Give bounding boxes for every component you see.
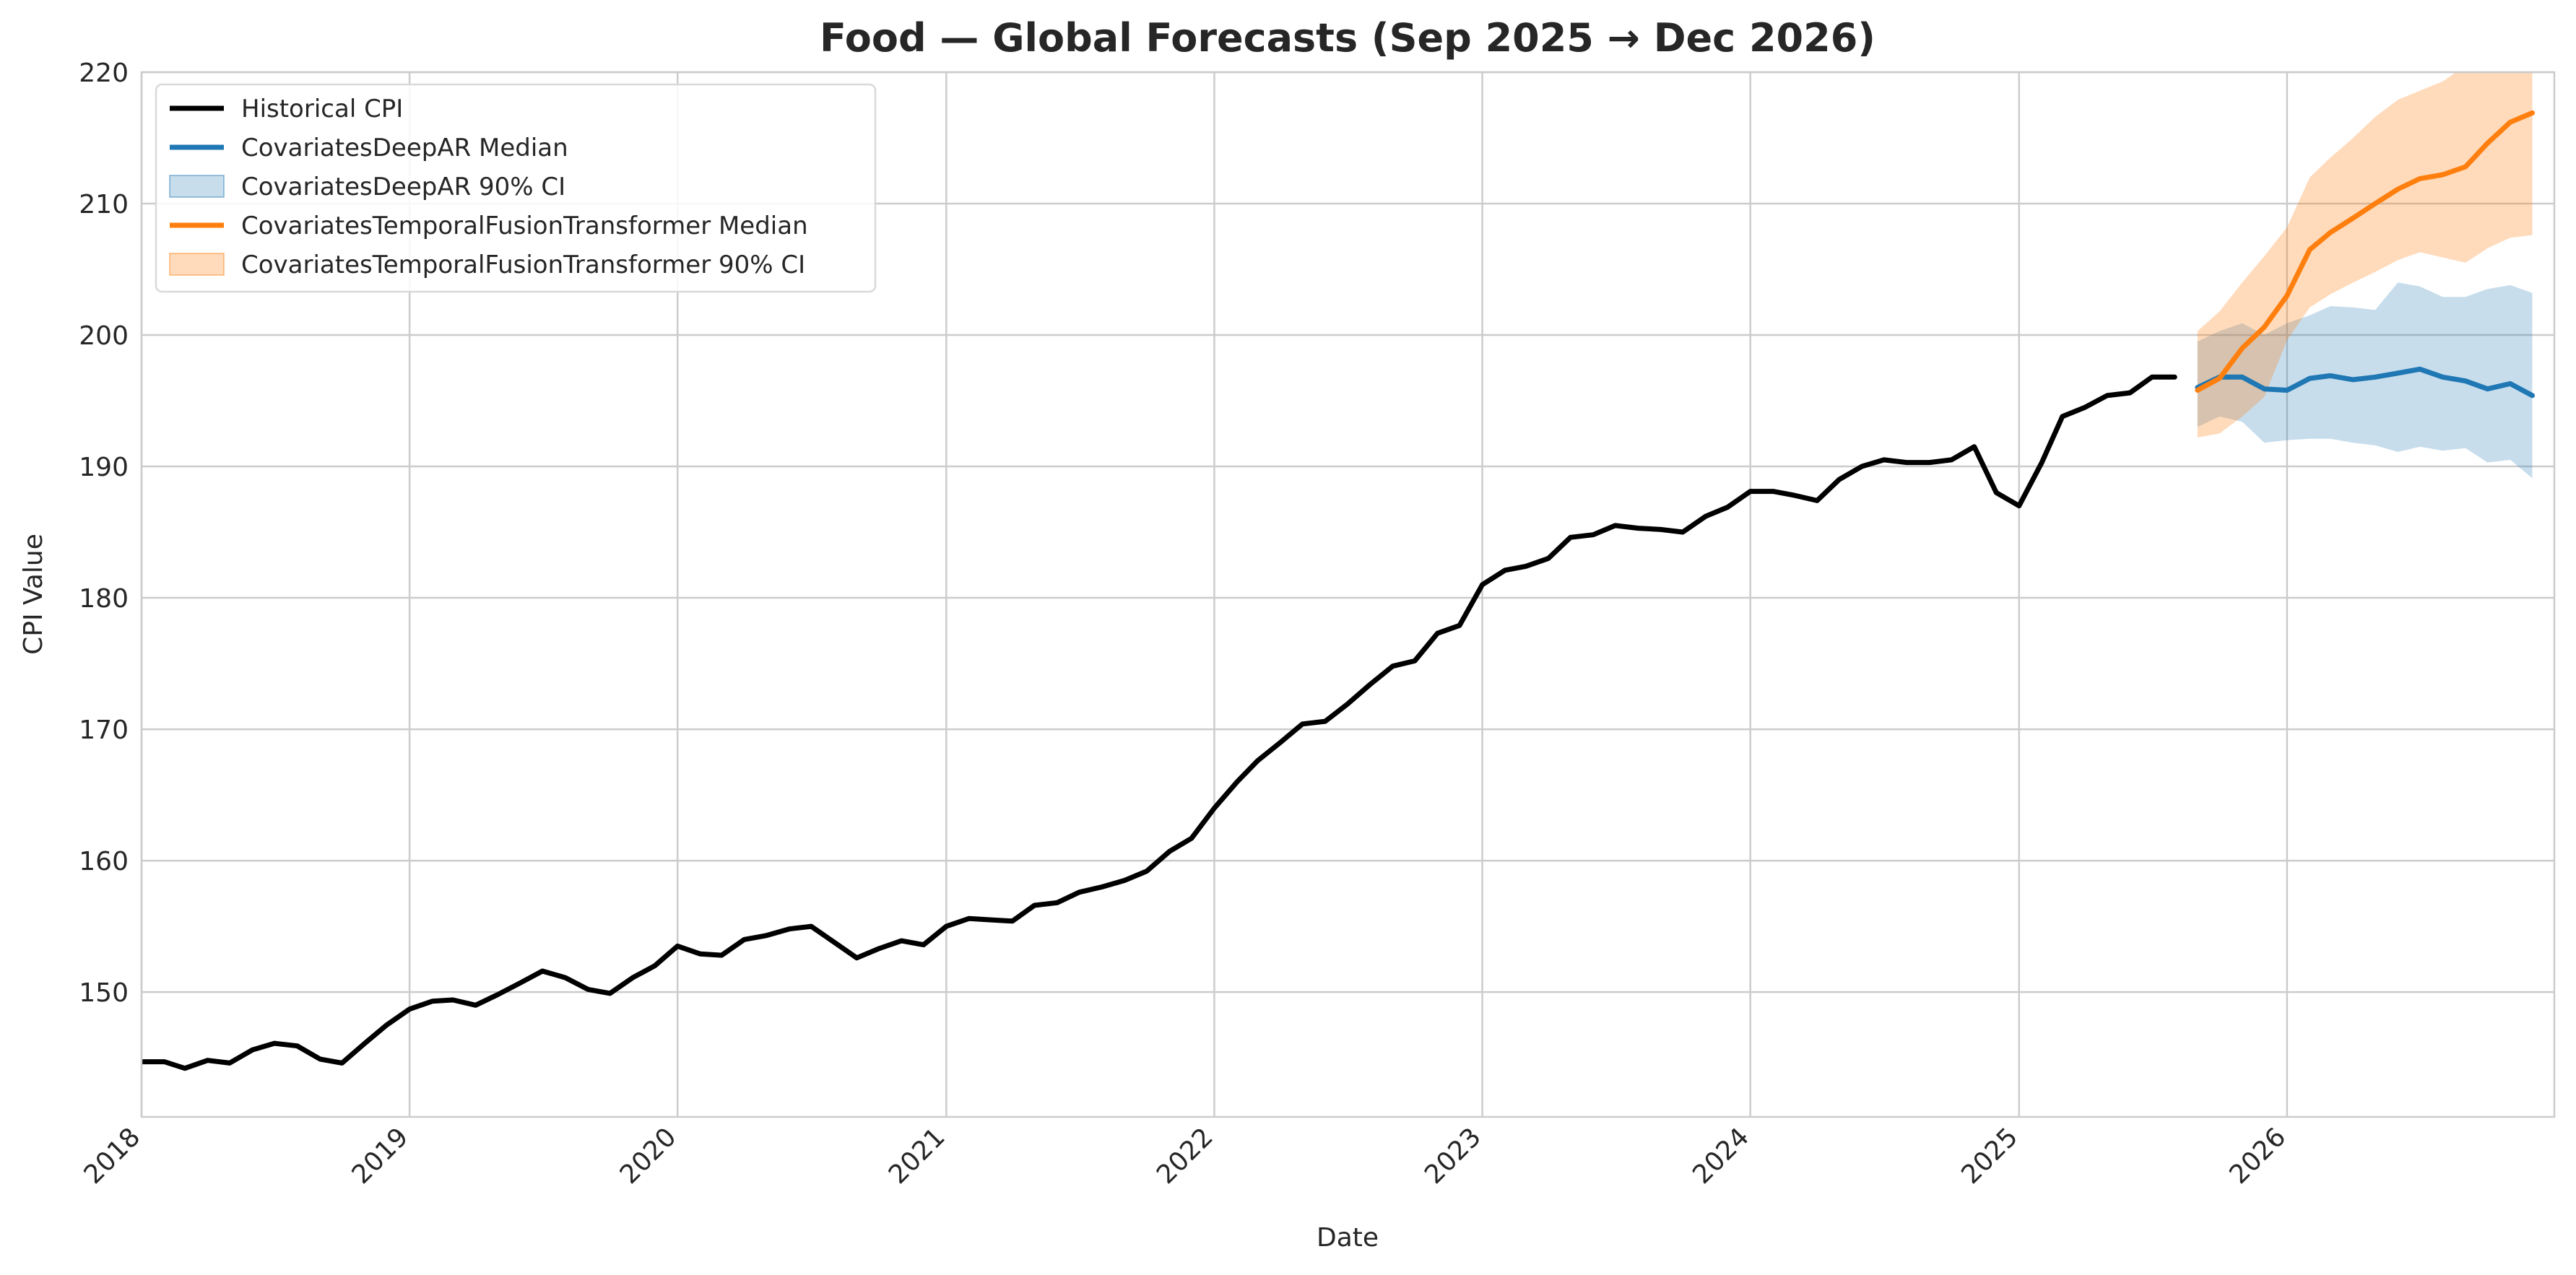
- legend-band-swatch: [169, 175, 225, 198]
- legend-label: Historical CPI: [241, 95, 403, 123]
- x-tick-label: 2018: [79, 1122, 147, 1190]
- y-tick-label: 160: [79, 847, 129, 876]
- x-tick-label: 2019: [347, 1122, 415, 1190]
- y-tick-label: 200: [79, 321, 129, 351]
- legend-label: CovariatesTemporalFusionTransformer 90% …: [241, 251, 805, 279]
- plot-frame: [140, 71, 2556, 1118]
- y-tick-label: 210: [79, 190, 129, 219]
- series-line: [142, 374, 2177, 1071]
- chart-title: Food — Global Forecasts (Sep 2025 → Dec …: [820, 15, 1875, 61]
- y-tick-label: 170: [79, 715, 129, 745]
- legend-label: CovariatesTemporalFusionTransformer Medi…: [241, 212, 808, 240]
- y-axis-label: CPI Value: [19, 534, 48, 655]
- x-tick-label: 2025: [1956, 1122, 2024, 1190]
- x-tick-labels: 2018 2019 2020 2021 2022 2023 2024 2025 2026: [79, 1122, 2292, 1190]
- y-tick-label: 150: [79, 978, 129, 1008]
- legend-band-swatch: [169, 253, 225, 276]
- legend: Historical CPI CovariatesDeepAR Median Cov…: [155, 83, 877, 293]
- x-tick-label: 2026: [2224, 1122, 2291, 1190]
- legend-label: CovariatesDeepAR 90% CI: [241, 173, 565, 201]
- legend-label: CovariatesDeepAR Median: [241, 134, 568, 162]
- x-tick-label: 2021: [883, 1122, 951, 1190]
- x-tick-label: 2022: [1151, 1122, 1219, 1190]
- y-tick-label: 180: [79, 584, 129, 614]
- x-tick-label: 2024: [1687, 1122, 1755, 1190]
- series-line: [2195, 366, 2535, 399]
- ci-band: [2197, 72, 2533, 438]
- legend-box: [155, 83, 877, 293]
- y-tick-label: 190: [79, 453, 129, 482]
- series-line: [2195, 110, 2535, 393]
- series-lines: [142, 110, 2535, 1071]
- y-tick-labels: 150 160 170 180 190 200 210 220: [79, 58, 129, 1008]
- x-tick-label: 2023: [1419, 1122, 1487, 1190]
- x-tick-label: 2020: [615, 1122, 682, 1190]
- x-axis-label: Date: [1317, 1223, 1379, 1253]
- y-tick-label: 220: [79, 58, 129, 88]
